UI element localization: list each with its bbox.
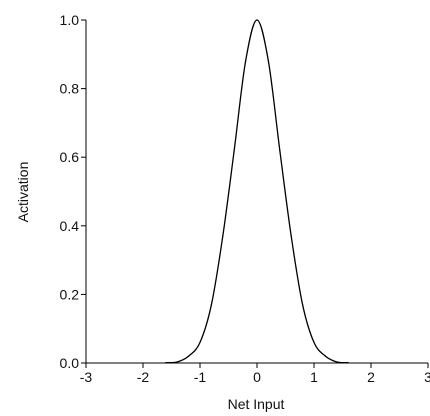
data-point [176,361,178,363]
data-point [165,362,167,364]
y-tick-label: 0.8 [60,81,80,97]
chart-series [165,19,349,364]
data-point [256,19,258,21]
y-tick-label: 0.2 [60,286,80,302]
data-point [267,60,269,62]
x-tick-label: -3 [80,369,93,385]
y-tick-label: 0.4 [60,218,80,234]
y-tick-label: 0.6 [60,149,80,165]
y-tick-label: 0.0 [60,355,80,371]
x-tick-label: -2 [137,369,150,385]
data-point [324,355,326,357]
x-axis-ticks: -3 -2 -1 0 1 2 3 [80,363,430,385]
x-tick-label: 1 [310,369,318,385]
data-point [290,235,292,237]
data-point [302,304,304,306]
series-line [165,19,349,364]
data-point [336,361,338,363]
data-point [347,362,349,364]
y-axis-label: Activation [15,162,31,223]
data-point [222,235,224,237]
data-point [199,341,201,344]
x-axis-label: Net Input [228,396,285,412]
data-point [188,355,190,357]
data-point [233,149,235,151]
chart-axes [85,20,428,364]
x-tick-label: 0 [253,369,261,385]
y-tick-label: 1.0 [60,12,80,28]
y-axis-ticks: 0.0 0.2 0.4 0.6 0.8 1.0 [60,12,86,371]
x-tick-label: 2 [367,369,375,385]
data-point [210,304,212,306]
x-tick-label: -1 [194,369,207,385]
x-tick-label: 3 [424,369,430,385]
data-point [313,341,315,344]
data-point [279,149,281,151]
data-point [245,60,247,62]
